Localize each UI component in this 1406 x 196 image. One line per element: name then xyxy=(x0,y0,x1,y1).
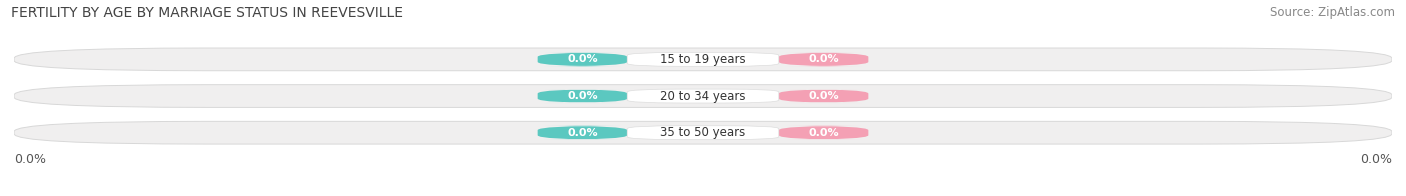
Text: 0.0%: 0.0% xyxy=(808,54,839,64)
FancyBboxPatch shape xyxy=(14,48,1392,71)
Text: 0.0%: 0.0% xyxy=(808,91,839,101)
FancyBboxPatch shape xyxy=(779,126,869,140)
FancyBboxPatch shape xyxy=(627,89,779,103)
FancyBboxPatch shape xyxy=(627,52,779,66)
FancyBboxPatch shape xyxy=(537,52,627,66)
FancyBboxPatch shape xyxy=(779,52,869,66)
FancyBboxPatch shape xyxy=(779,89,869,103)
FancyBboxPatch shape xyxy=(627,126,779,140)
Text: 0.0%: 0.0% xyxy=(1360,153,1392,166)
Text: 20 to 34 years: 20 to 34 years xyxy=(661,90,745,103)
Text: 0.0%: 0.0% xyxy=(567,54,598,64)
Text: 0.0%: 0.0% xyxy=(567,91,598,101)
Text: 0.0%: 0.0% xyxy=(567,128,598,138)
Text: 0.0%: 0.0% xyxy=(14,153,46,166)
Legend: Married, Unmarried: Married, Unmarried xyxy=(621,194,785,196)
Text: 0.0%: 0.0% xyxy=(808,128,839,138)
FancyBboxPatch shape xyxy=(14,85,1392,107)
FancyBboxPatch shape xyxy=(537,126,627,140)
Text: FERTILITY BY AGE BY MARRIAGE STATUS IN REEVESVILLE: FERTILITY BY AGE BY MARRIAGE STATUS IN R… xyxy=(11,6,404,20)
FancyBboxPatch shape xyxy=(14,121,1392,144)
FancyBboxPatch shape xyxy=(537,89,627,103)
Text: 35 to 50 years: 35 to 50 years xyxy=(661,126,745,139)
Text: 15 to 19 years: 15 to 19 years xyxy=(661,53,745,66)
Text: Source: ZipAtlas.com: Source: ZipAtlas.com xyxy=(1270,6,1395,19)
